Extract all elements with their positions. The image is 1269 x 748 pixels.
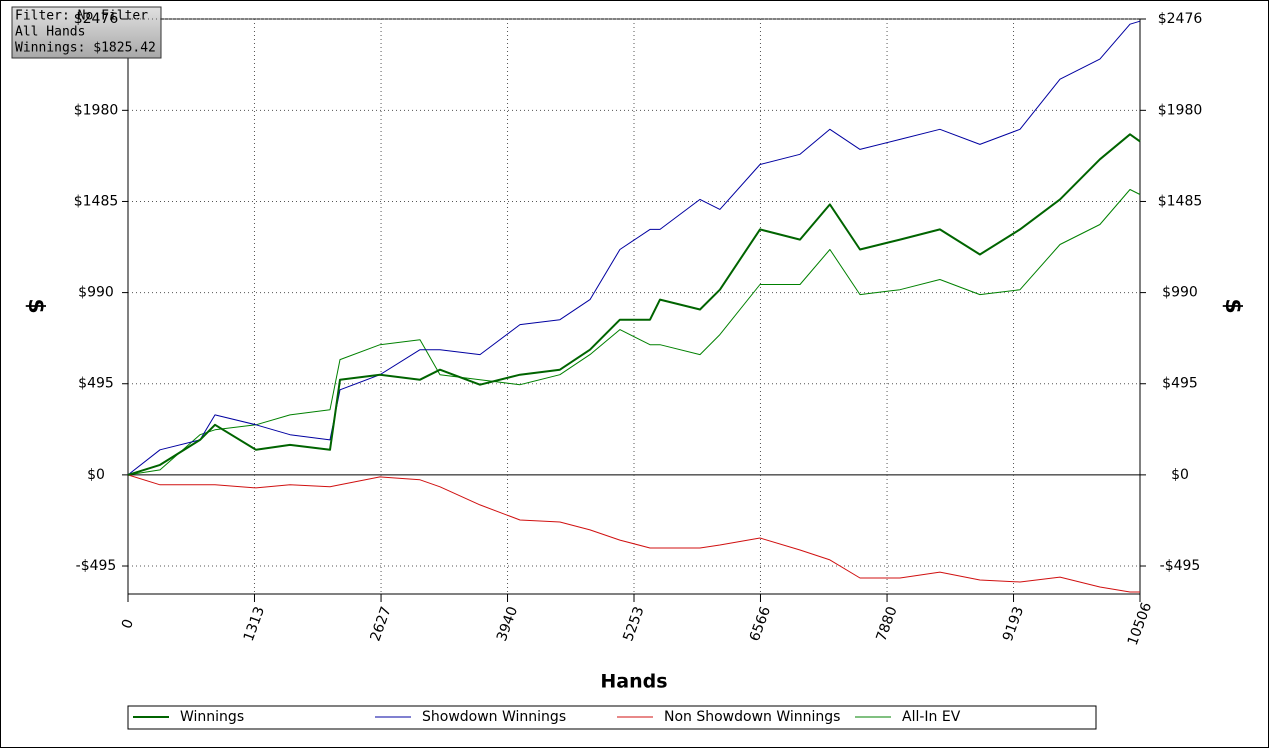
series-line	[127, 474, 1140, 593]
y2-tick-label: $0	[1171, 467, 1189, 483]
series-line	[127, 20, 1141, 476]
legend-label: Non Showdown Winnings	[664, 709, 840, 725]
y-tick-label: $2476	[74, 11, 119, 27]
info-line: All Hands	[15, 25, 85, 40]
y2-tick-label: $2476	[1158, 11, 1203, 27]
legend-label: All-In EV	[902, 709, 961, 725]
y2-axis-label: $	[1220, 298, 1245, 313]
legend-label: Winnings	[180, 709, 244, 725]
y2-tick-label: $1485	[1158, 193, 1203, 209]
y-tick-label: $1485	[74, 193, 119, 209]
y2-tick-label: $1980	[1158, 102, 1203, 118]
y-tick-label: $0	[87, 467, 105, 483]
y-tick-label: $1980	[74, 102, 119, 118]
y-tick-label: -$495	[76, 558, 117, 574]
legend	[127, 705, 1097, 730]
info-line: Filter: No Filter	[15, 9, 148, 24]
y2-tick-label: $495	[1162, 376, 1198, 392]
plot-area	[127, 18, 1141, 595]
series-line	[127, 133, 1141, 476]
y2-tick-label: $990	[1162, 285, 1198, 301]
legend-label: Showdown Winnings	[422, 709, 566, 725]
y-tick-label: $990	[78, 285, 114, 301]
series-line	[127, 189, 1141, 476]
info-line: Winnings: $1825.42	[15, 41, 156, 56]
y-axis-label: $	[23, 298, 48, 313]
y-tick-label: $495	[78, 376, 114, 392]
x-axis-label: Hands	[600, 671, 667, 693]
y2-tick-label: -$495	[1160, 558, 1201, 574]
info-box	[11, 6, 162, 59]
